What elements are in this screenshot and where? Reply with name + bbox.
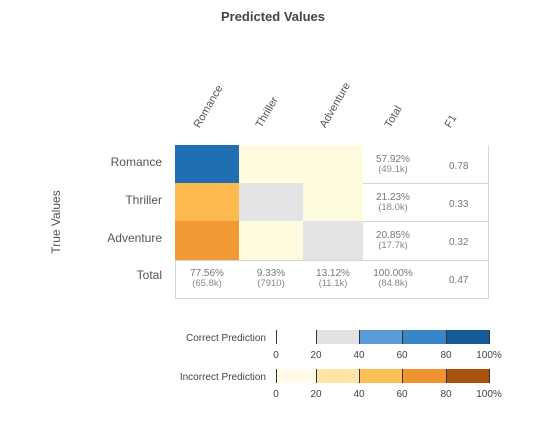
f1-adventure: 0.32: [449, 237, 469, 248]
cell-romance-thriller: [239, 145, 303, 183]
legend-tick: 100%: [476, 389, 502, 400]
legend-tick: 40: [353, 389, 365, 400]
row-total-thriller: 21.23% (18.0k): [376, 192, 410, 213]
cell-thriller-romance: [175, 183, 239, 221]
legend-tick: 80: [440, 389, 452, 400]
row-total-adventure: 20.85% (17.7k): [376, 230, 410, 251]
grid-line: [175, 298, 489, 299]
grand-total: 100.00% (84.8k): [373, 268, 413, 289]
col-total-romance: 77.56% (65.8k): [190, 268, 224, 289]
row-total-romance: 57.92% (49.1k): [376, 154, 410, 175]
cell-thriller-thriller: [239, 183, 303, 221]
legend-tick: 40: [353, 350, 365, 361]
legend-tick: 20: [310, 350, 322, 361]
cell-romance-romance: [175, 145, 239, 183]
col-total-thriller: 9.33% (7910): [256, 268, 286, 289]
legend-tick: 60: [396, 389, 408, 400]
row-label-romance: Romance: [110, 155, 162, 169]
grid-line: [175, 260, 489, 261]
chart-title: Predicted Values: [220, 9, 326, 24]
col-header-thriller: Thriller: [253, 94, 281, 130]
legend-incorrect-label: Incorrect Prediction: [179, 372, 266, 383]
legend-tick: 20: [310, 389, 322, 400]
legend-correct-bar: [276, 330, 490, 344]
cell-romance-adventure: [303, 145, 363, 183]
f1-romance: 0.78: [449, 161, 469, 172]
legend-tick: 80: [440, 350, 452, 361]
cell-adventure-romance: [175, 221, 239, 260]
legend-tick: 0: [273, 350, 279, 361]
cell-adventure-thriller: [239, 221, 303, 260]
row-label-total: Total: [136, 268, 162, 282]
legend-tick: 100%: [476, 350, 502, 361]
col-header-f1: F1: [442, 112, 460, 130]
row-label-thriller: Thriller: [125, 193, 162, 207]
grid-line: [363, 221, 489, 222]
col-header-total: Total: [382, 103, 405, 130]
cell-thriller-adventure: [303, 183, 363, 221]
cell-adventure-adventure: [303, 221, 363, 260]
grid-line: [363, 183, 489, 184]
legend-incorrect-bar: [276, 369, 490, 383]
col-header-romance: Romance: [191, 83, 226, 130]
f1-total: 0.47: [449, 275, 469, 286]
row-label-adventure: Adventure: [107, 231, 162, 245]
col-header-adventure: Adventure: [317, 80, 354, 130]
legend-tick: 60: [396, 350, 408, 361]
grid-line: [175, 260, 176, 298]
grid-line: [488, 145, 489, 298]
legend-correct-label: Correct Prediction: [185, 333, 266, 344]
legend-tick: 0: [273, 389, 279, 400]
f1-thriller: 0.33: [449, 199, 469, 210]
col-total-adventure: 13.12% (11.1k): [316, 268, 350, 289]
